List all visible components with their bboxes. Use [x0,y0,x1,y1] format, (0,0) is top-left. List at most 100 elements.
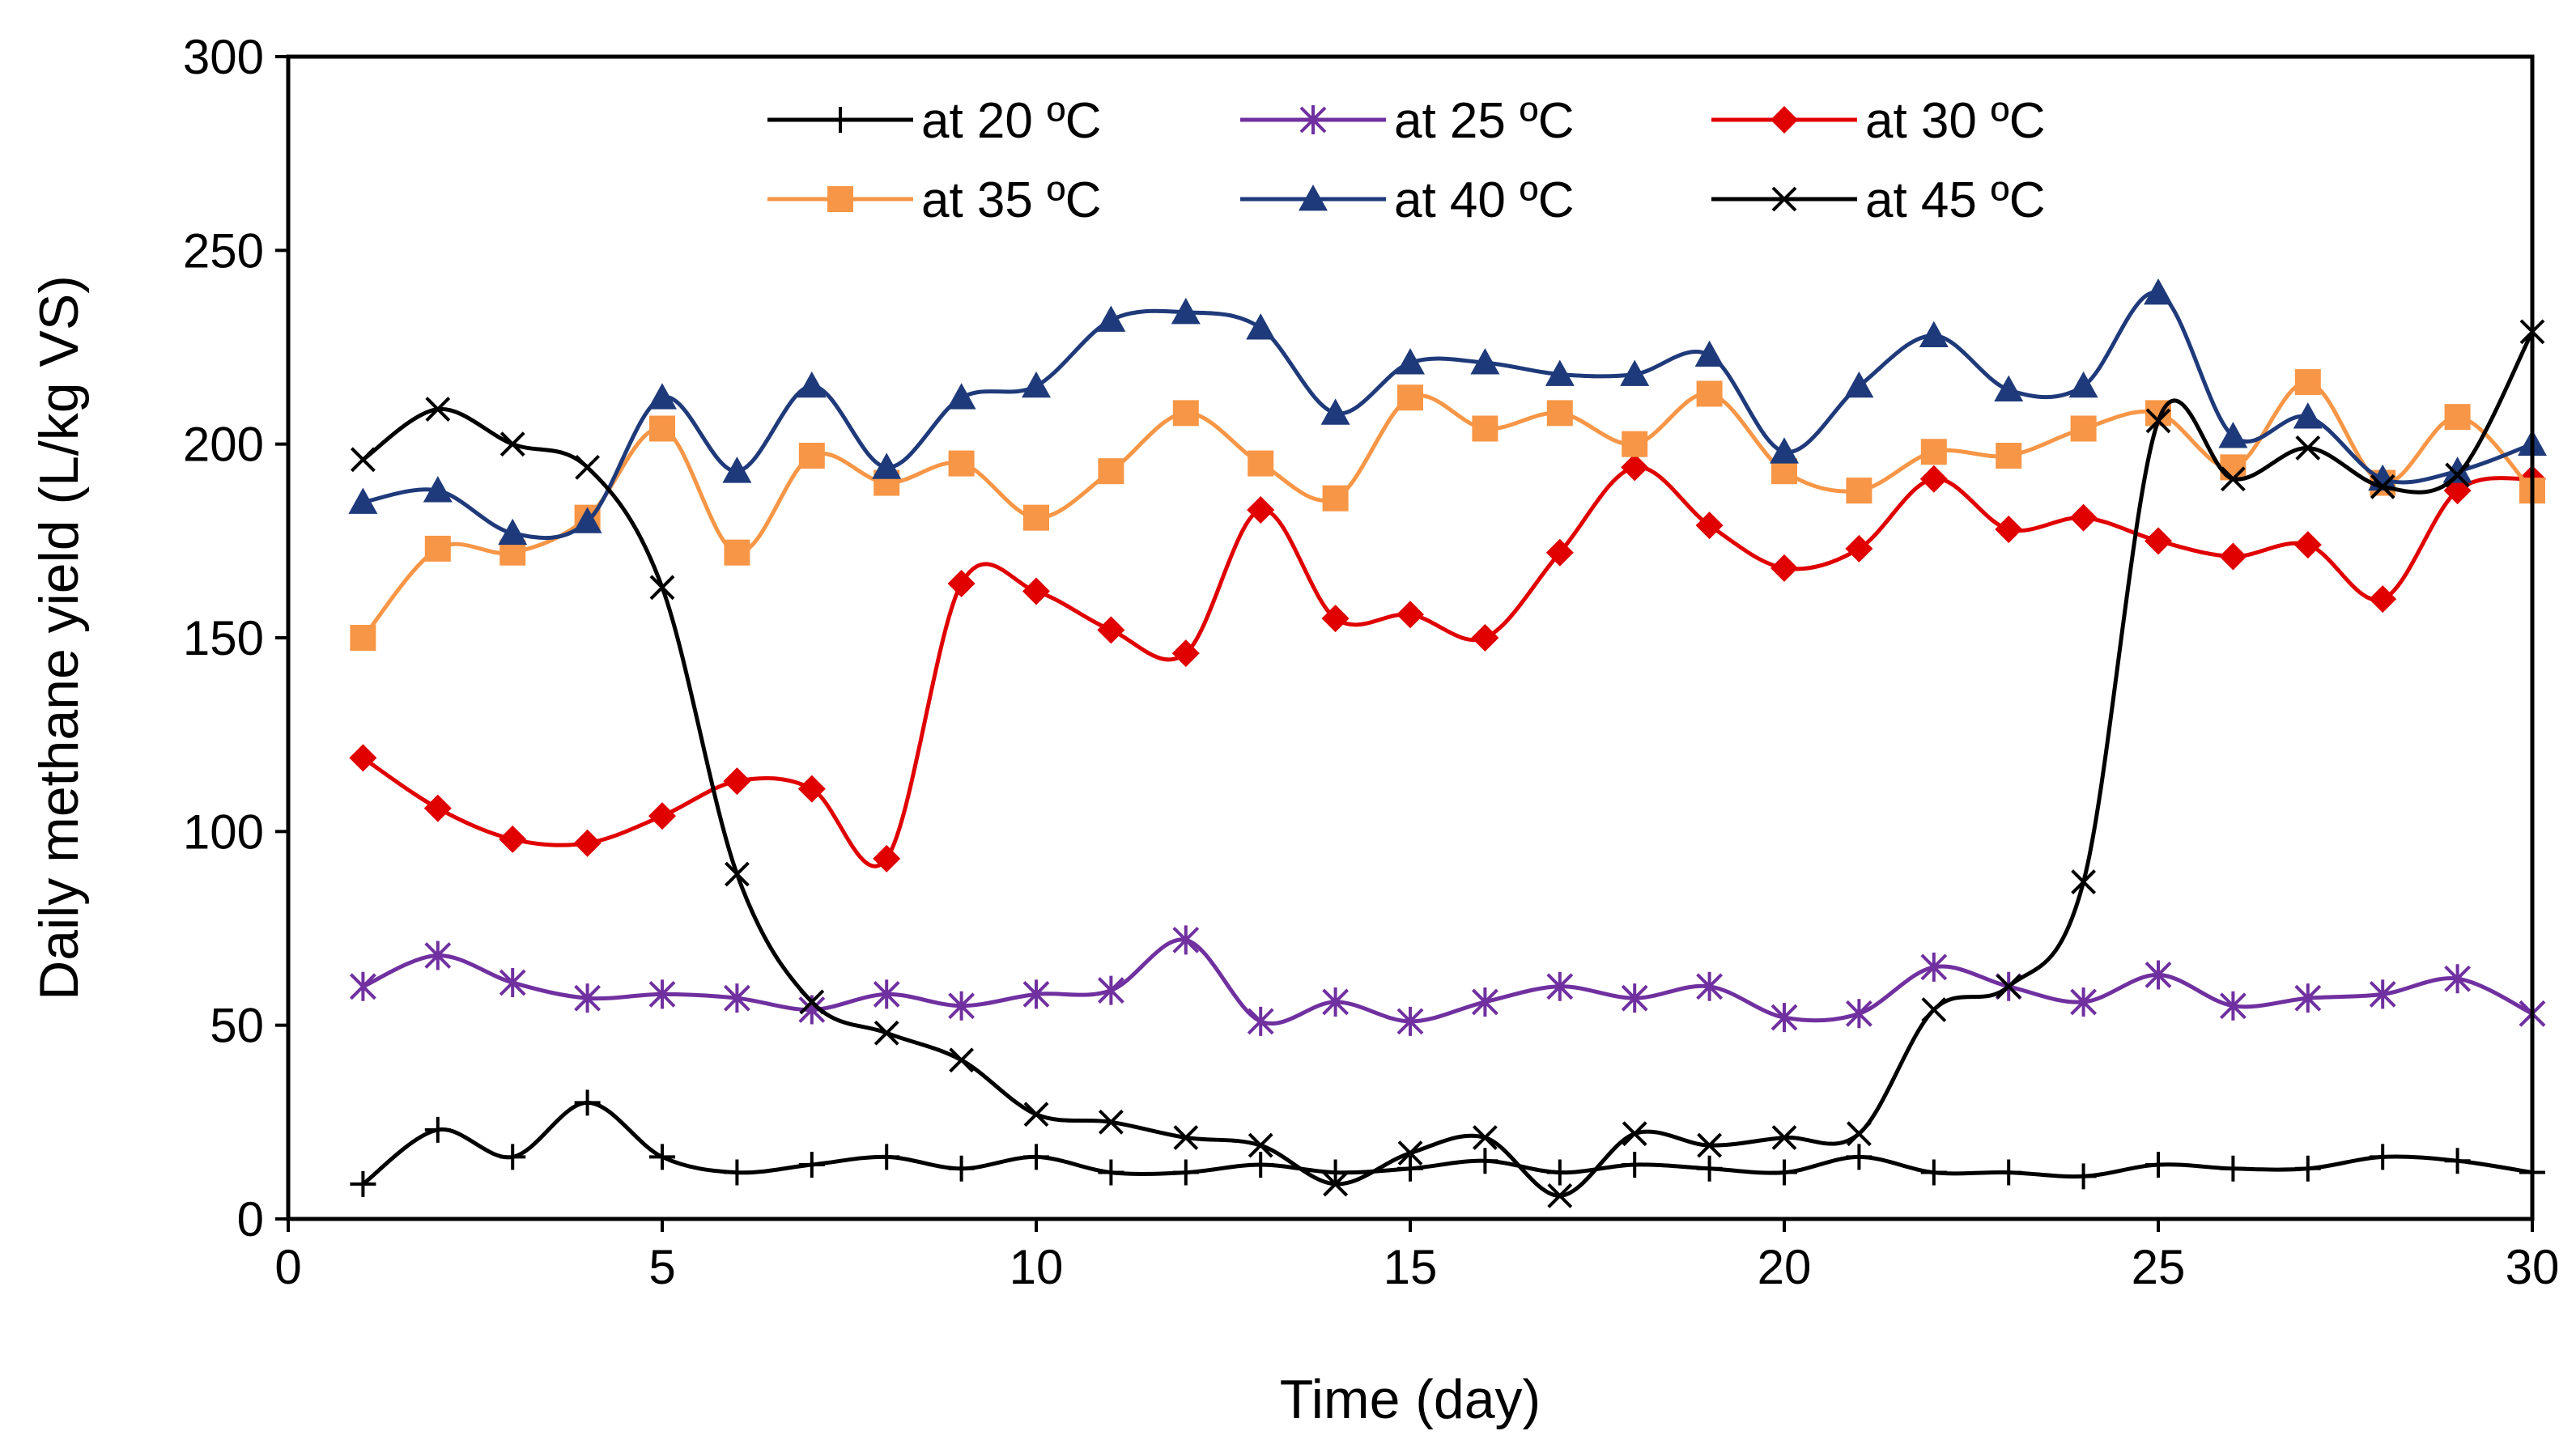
data-point [1845,999,1872,1029]
data-point [2070,987,2098,1017]
data-point [424,941,452,970]
legend-swatch-marker [827,186,853,212]
data-point [499,825,527,853]
y-tick-label: 200 [183,418,264,472]
y-tick-label: 150 [183,611,264,665]
data-point [2294,369,2321,396]
data-point [349,744,377,772]
series-line [361,380,2534,639]
data-point [1471,987,1498,1017]
data-point [1546,1159,1573,1186]
data-point [1396,601,1424,629]
y-tick-label: 100 [183,805,264,859]
data-point [2444,1148,2471,1174]
data-point [1471,624,1499,652]
data-point [1995,515,2023,543]
legend-swatch-marker [1771,186,1797,212]
data-point [872,452,902,479]
chart-marks [348,278,2547,1208]
data-point [2220,466,2246,492]
data-point [350,625,376,651]
data-point [948,450,975,477]
data-point [1397,1140,1423,1166]
data-point [499,431,525,457]
plot-area-frame [286,54,2535,1221]
data-point [649,575,675,601]
series-line [362,290,2533,541]
data-point [1622,1121,1647,1147]
data-point [1472,1148,1498,1174]
data-point [798,443,825,469]
data-point [1472,415,1498,442]
data-point [348,487,378,514]
series-line [362,465,2533,868]
series-1 [350,1089,2545,1197]
data-point [2145,1151,2171,1178]
data-point [1770,437,1799,464]
data-point [724,1159,750,1186]
data-point [1472,1125,1498,1150]
data-point [2293,402,2323,429]
data-point [424,535,451,562]
data-point [1248,450,1274,477]
data-point [1621,983,1648,1013]
series-5 [348,278,2547,546]
data-point [575,454,601,480]
data-point [798,1151,825,1178]
data-point [1096,305,1126,332]
data-point [2444,404,2471,431]
data-point [873,979,900,1009]
data-point [949,1047,975,1073]
data-point [2444,964,2472,994]
series-6 [350,319,2545,1208]
data-point [424,1116,451,1143]
series-4 [350,369,2545,651]
data-point [2294,1155,2321,1182]
data-point [574,983,601,1013]
data-point [874,1144,900,1170]
data-point [2071,869,2097,894]
legend-label: at 35 ºC [921,172,1102,228]
data-point [1770,1003,1798,1033]
data-point [1696,380,1723,407]
data-point [1023,1102,1049,1127]
x-tick-label: 15 [1384,1240,1438,1294]
data-point [1321,605,1350,633]
data-point [1545,538,1574,567]
data-point [2070,415,2097,442]
data-point [1023,1144,1049,1170]
data-point [2295,435,2321,461]
legend-entry: at 25 ºC [1240,93,1575,149]
data-point [1470,348,1500,375]
data-point [797,775,826,803]
data-point [1846,478,1872,504]
legend-entry: at 30 ºC [1711,93,2046,149]
data-point [1320,398,1350,425]
data-point [1098,1109,1124,1135]
data-point [1098,1159,1124,1186]
data-point [1248,1132,1273,1158]
data-point [648,802,676,830]
data-point [1770,554,1798,582]
data-point [723,767,751,796]
x-tick-label: 5 [648,1240,675,1294]
legend-label: at 30 ºC [1865,93,2046,149]
data-point [1845,534,1873,563]
legend-entry: at 40 ºC [1240,172,1575,228]
legend-label: at 20 ºC [921,93,1102,149]
data-point [946,383,976,410]
data-point [1023,504,1049,531]
data-point [1996,1159,2022,1186]
data-point [873,844,901,873]
data-point [573,829,601,857]
data-point [1247,496,1275,524]
x-tick-label: 30 [2506,1240,2560,1294]
data-point [1844,371,1874,398]
data-point [2294,983,2322,1013]
data-point [1171,639,1200,668]
legend-entry: at 35 ºC [767,172,1102,228]
data-point [724,861,750,887]
data-point [1920,1159,1947,1186]
legend-swatch-marker [1299,185,1328,211]
